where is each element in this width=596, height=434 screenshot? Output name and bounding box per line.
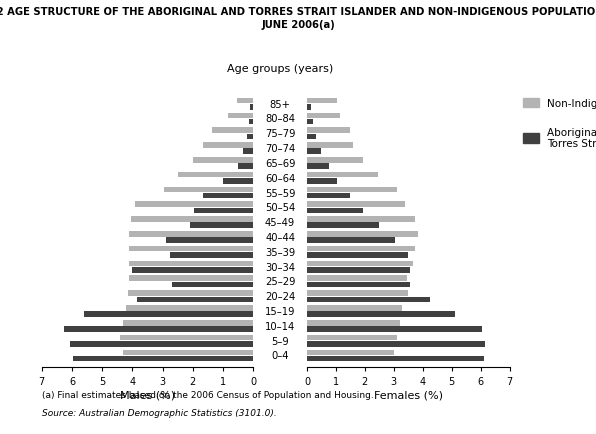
- Bar: [223, 178, 253, 184]
- Text: JUNE 2006(a): JUNE 2006(a): [261, 20, 335, 30]
- Bar: [194, 208, 253, 214]
- Text: 65–69: 65–69: [265, 158, 296, 168]
- Bar: [164, 187, 253, 193]
- Text: 50–54: 50–54: [265, 203, 295, 213]
- Bar: [307, 223, 379, 229]
- Bar: [307, 231, 418, 237]
- Bar: [307, 267, 409, 273]
- Text: 20–24: 20–24: [265, 292, 295, 302]
- Bar: [307, 178, 337, 184]
- Bar: [129, 261, 253, 266]
- Bar: [307, 149, 321, 155]
- Text: (a) Final estimates based on the 2006 Census of Population and Housing.: (a) Final estimates based on the 2006 Ce…: [42, 391, 374, 400]
- Bar: [64, 326, 253, 332]
- Bar: [123, 350, 253, 355]
- Bar: [307, 246, 415, 252]
- Bar: [307, 238, 395, 243]
- Bar: [213, 128, 253, 134]
- Bar: [307, 172, 378, 178]
- Bar: [166, 238, 253, 243]
- Bar: [307, 128, 350, 134]
- Text: 70–74: 70–74: [265, 144, 295, 154]
- X-axis label: Males (%): Males (%): [120, 390, 175, 400]
- Bar: [307, 164, 328, 169]
- Bar: [307, 253, 408, 258]
- Bar: [307, 306, 402, 311]
- Bar: [307, 134, 316, 140]
- Bar: [307, 326, 482, 332]
- Bar: [307, 99, 337, 104]
- Bar: [307, 202, 405, 207]
- Text: 35–39: 35–39: [265, 247, 295, 257]
- Text: 5–9: 5–9: [271, 336, 289, 346]
- Text: 3.2 AGE STRUCTURE OF THE ABORIGINAL AND TORRES STRAIT ISLANDER AND NON-INDIGENOU: 3.2 AGE STRUCTURE OF THE ABORIGINAL AND …: [0, 7, 596, 16]
- Text: 55–59: 55–59: [265, 188, 296, 198]
- Bar: [238, 164, 253, 169]
- Bar: [172, 282, 253, 288]
- Bar: [307, 341, 485, 347]
- Bar: [237, 99, 253, 104]
- Bar: [307, 194, 350, 199]
- Bar: [120, 335, 253, 341]
- Text: 25–29: 25–29: [265, 277, 296, 287]
- Text: Age groups (years): Age groups (years): [227, 64, 333, 74]
- Text: 85+: 85+: [269, 99, 291, 109]
- X-axis label: Females (%): Females (%): [374, 390, 443, 400]
- Bar: [128, 291, 253, 296]
- Bar: [307, 113, 340, 119]
- Bar: [307, 276, 407, 282]
- Text: 80–84: 80–84: [265, 114, 295, 124]
- Bar: [307, 158, 364, 163]
- Text: 75–79: 75–79: [265, 129, 296, 139]
- Bar: [307, 282, 409, 288]
- Bar: [135, 202, 253, 207]
- Bar: [129, 276, 253, 282]
- Bar: [129, 231, 253, 237]
- Bar: [170, 253, 253, 258]
- Bar: [307, 119, 313, 125]
- Bar: [249, 119, 253, 125]
- Bar: [228, 113, 253, 119]
- Text: 10–14: 10–14: [265, 321, 295, 331]
- Bar: [73, 356, 253, 362]
- Bar: [307, 261, 412, 266]
- Bar: [129, 246, 253, 252]
- Text: 0–4: 0–4: [271, 351, 289, 361]
- Bar: [84, 312, 253, 317]
- Bar: [178, 172, 253, 178]
- Bar: [70, 341, 253, 347]
- Bar: [307, 312, 455, 317]
- Bar: [247, 134, 253, 140]
- Bar: [307, 143, 353, 148]
- Bar: [203, 143, 253, 148]
- Text: 15–19: 15–19: [265, 306, 296, 316]
- Bar: [307, 356, 483, 362]
- Legend: Non-Indigenous, Aboriginal and
Torres Strait Islander: Non-Indigenous, Aboriginal and Torres St…: [523, 99, 596, 149]
- Bar: [137, 297, 253, 302]
- Bar: [132, 267, 253, 273]
- Bar: [131, 217, 253, 222]
- Bar: [307, 291, 408, 296]
- Bar: [123, 320, 253, 326]
- Text: 40–44: 40–44: [265, 233, 295, 243]
- Bar: [307, 217, 415, 222]
- Bar: [307, 335, 397, 341]
- Bar: [307, 297, 430, 302]
- Text: 60–64: 60–64: [265, 173, 295, 183]
- Text: 45–49: 45–49: [265, 217, 295, 227]
- Text: 30–34: 30–34: [265, 262, 295, 272]
- Bar: [243, 149, 253, 155]
- Bar: [126, 306, 253, 311]
- Bar: [307, 208, 364, 214]
- Bar: [203, 194, 253, 199]
- Text: Source: Australian Demographic Statistics (3101.0).: Source: Australian Demographic Statistic…: [42, 408, 277, 417]
- Bar: [250, 105, 253, 110]
- Bar: [307, 105, 311, 110]
- Bar: [307, 187, 397, 193]
- Bar: [307, 320, 399, 326]
- Bar: [193, 158, 253, 163]
- Bar: [190, 223, 253, 229]
- Bar: [307, 350, 394, 355]
